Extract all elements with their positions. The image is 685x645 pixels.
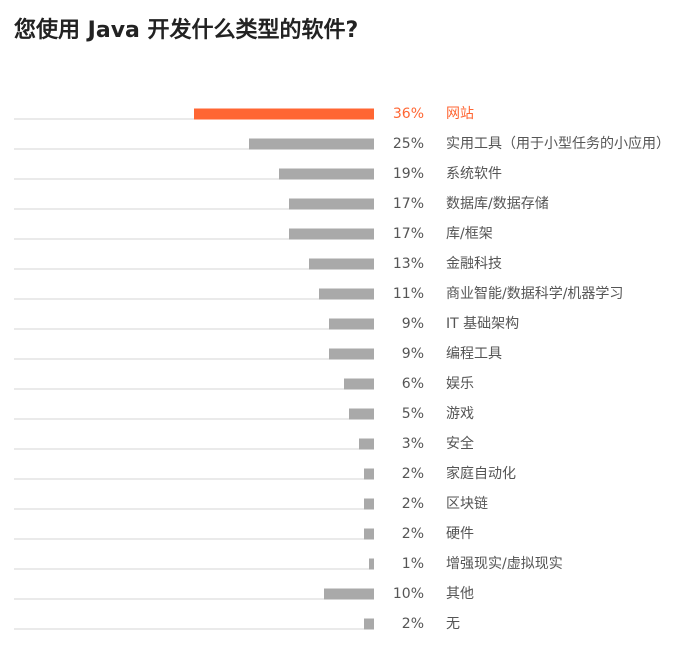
value-label: 17% [393, 196, 424, 212]
value-label: 2% [402, 526, 424, 542]
category-label: 硬件 [446, 526, 474, 542]
bar [279, 168, 374, 180]
value-label: 19% [393, 166, 424, 182]
value-label: 2% [402, 496, 424, 512]
category-label: IT 基础架构 [446, 315, 519, 332]
bar [249, 138, 374, 150]
value-label: 9% [402, 316, 424, 332]
value-label: 1% [402, 556, 424, 572]
bar [194, 108, 374, 120]
value-label: 6% [402, 376, 424, 392]
category-label: 其他 [446, 586, 474, 602]
chart-title: 您使用 Java 开发什么类型的软件? [14, 18, 359, 43]
category-label: 区块链 [446, 496, 488, 512]
bar [349, 408, 374, 420]
category-label: 金融科技 [446, 256, 502, 272]
bar [344, 378, 374, 390]
value-label: 3% [402, 436, 424, 452]
value-label: 13% [393, 256, 424, 272]
category-label: 商业智能/数据科学/机器学习 [446, 286, 623, 302]
bar [324, 588, 374, 600]
bar [329, 348, 374, 360]
value-label: 25% [393, 136, 424, 152]
category-label: 无 [446, 616, 460, 632]
value-label: 10% [393, 586, 424, 602]
value-label: 17% [393, 226, 424, 242]
category-label: 娱乐 [446, 376, 474, 392]
value-label: 36% [393, 106, 424, 122]
value-label: 11% [393, 286, 424, 302]
bar [359, 438, 374, 450]
bar [364, 468, 374, 480]
category-label: 安全 [446, 435, 474, 452]
bar [329, 318, 374, 330]
value-label: 5% [402, 406, 424, 422]
bar [289, 228, 374, 240]
category-label: 实用工具（用于小型任务的小应用） [446, 135, 670, 152]
value-label: 2% [402, 616, 424, 632]
bar [364, 498, 374, 510]
value-label: 9% [402, 346, 424, 362]
bar [309, 258, 374, 270]
category-label: 游戏 [446, 406, 474, 422]
bar [364, 618, 374, 630]
category-label: 增强现实/虚拟现实 [446, 556, 563, 572]
category-label: 网站 [446, 106, 474, 122]
bar [319, 288, 374, 300]
category-label: 编程工具 [446, 346, 502, 362]
category-label: 家庭自动化 [446, 465, 516, 482]
category-label: 系统软件 [446, 166, 502, 182]
category-label: 数据库/数据存储 [446, 196, 549, 212]
value-label: 2% [402, 466, 424, 482]
bar [364, 528, 374, 540]
bar [369, 558, 374, 570]
category-label: 库/框架 [446, 226, 493, 242]
bar [289, 198, 374, 210]
